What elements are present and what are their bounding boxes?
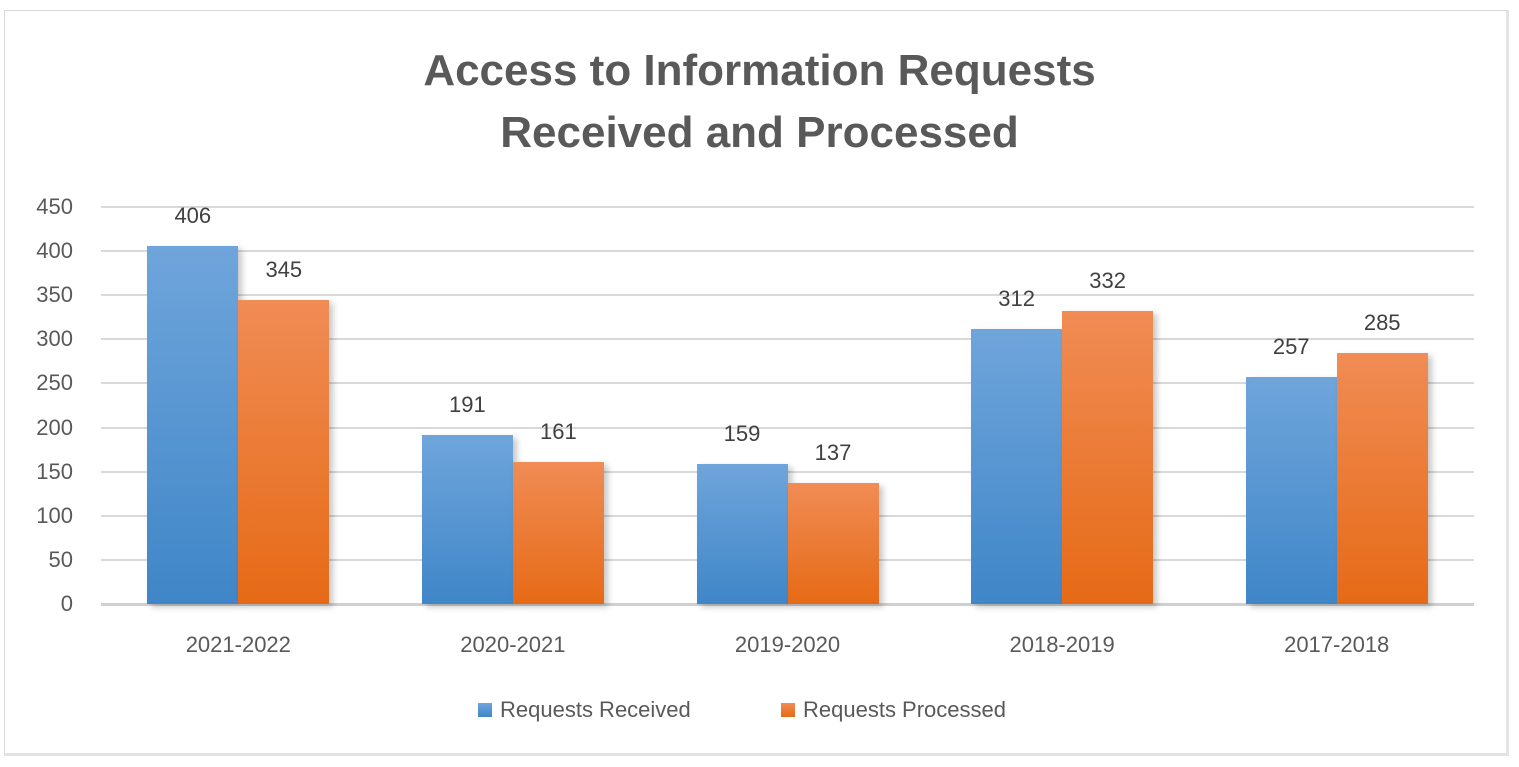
data-label: 159 bbox=[723, 420, 761, 446]
data-label: 406 bbox=[174, 202, 212, 228]
legend-swatch-processed bbox=[781, 703, 795, 717]
bar-requests-received bbox=[147, 245, 239, 604]
y-tick-label: 450 bbox=[36, 194, 73, 219]
y-tick-label: 350 bbox=[36, 282, 73, 308]
bar-requests-received bbox=[971, 328, 1063, 604]
x-tick-label: 2019-2020 bbox=[734, 632, 841, 657]
gridline bbox=[101, 382, 1474, 385]
chart-title-line-2: Received and Processed bbox=[500, 108, 1019, 157]
gridline bbox=[101, 470, 1474, 473]
y-tick-label: 0 bbox=[60, 591, 73, 616]
y-tick-label: 50 bbox=[48, 546, 73, 572]
data-label: 312 bbox=[998, 285, 1035, 311]
bar-requests-processed bbox=[512, 461, 604, 604]
data-label: 191 bbox=[449, 392, 486, 418]
data-label: 332 bbox=[1089, 268, 1126, 294]
bar-requests-processed bbox=[238, 299, 330, 604]
bar-requests-received bbox=[421, 435, 513, 604]
y-tick-label: 300 bbox=[36, 326, 73, 352]
legend-item-processed: Requests Processed bbox=[781, 697, 1006, 723]
x-tick-label: 2018-2019 bbox=[1009, 632, 1115, 657]
data-label: 345 bbox=[265, 256, 303, 282]
data-label: 285 bbox=[1363, 309, 1401, 335]
gridline bbox=[101, 338, 1474, 341]
y-tick-label: 100 bbox=[36, 502, 73, 528]
y-tick-label: 400 bbox=[36, 238, 73, 264]
bar-requests-received bbox=[1245, 377, 1337, 604]
legend: Requests Received Requests Processed bbox=[0, 697, 1519, 725]
y-tick-label: 150 bbox=[36, 458, 73, 484]
gridline bbox=[101, 250, 1474, 253]
y-tick-label: 250 bbox=[36, 370, 73, 396]
bar-requests-processed bbox=[1062, 311, 1154, 604]
bar-requests-received bbox=[696, 463, 788, 604]
gridline bbox=[101, 206, 1474, 208]
legend-label-received: Requests Received bbox=[500, 697, 691, 722]
x-tick-label: 2020-2021 bbox=[460, 632, 566, 657]
chart-title-line-1: Access to Information Requests bbox=[423, 46, 1096, 95]
legend-item-received: Requests Received bbox=[478, 697, 691, 723]
bar-requests-processed bbox=[787, 483, 879, 604]
chart-title: Access to Information Requests Received … bbox=[0, 40, 1519, 164]
data-label: 257 bbox=[1272, 334, 1310, 360]
gridline bbox=[101, 294, 1474, 297]
legend-swatch-received bbox=[478, 703, 492, 717]
x-tick-label: 2021-2022 bbox=[185, 632, 291, 657]
x-tick-label: 2017-2018 bbox=[1284, 632, 1390, 657]
bar-requests-processed bbox=[1336, 352, 1428, 604]
data-label: 161 bbox=[540, 418, 577, 444]
gridline bbox=[101, 426, 1474, 429]
legend-label-processed: Requests Processed bbox=[803, 697, 1006, 722]
x-axis-line bbox=[101, 603, 1474, 606]
y-tick-label: 200 bbox=[36, 414, 73, 440]
data-label: 137 bbox=[814, 440, 852, 466]
